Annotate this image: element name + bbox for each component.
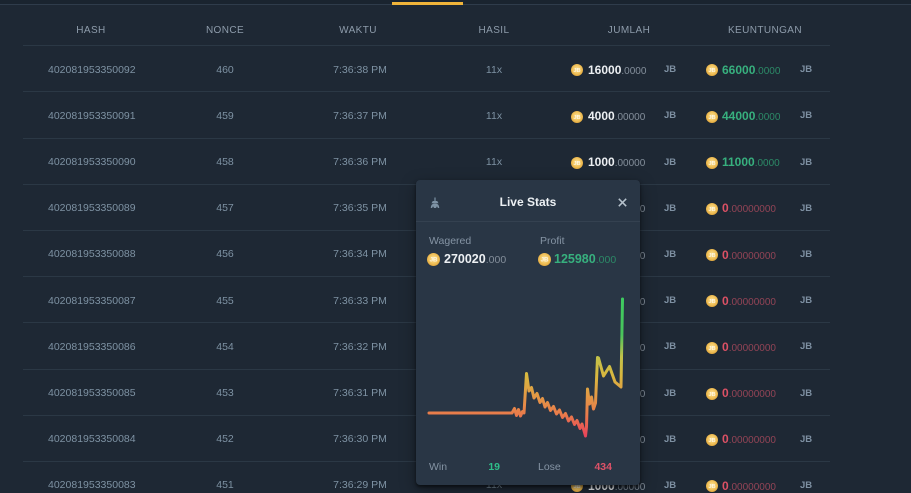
svg-text:JB: JB xyxy=(573,68,580,74)
svg-text:JB: JB xyxy=(708,484,715,490)
svg-text:JB: JB xyxy=(573,115,580,121)
svg-text:JB: JB xyxy=(573,484,580,490)
svg-text:JB: JB xyxy=(708,161,715,167)
svg-text:JB: JB xyxy=(429,257,437,264)
svg-text:JB: JB xyxy=(708,346,715,352)
svg-text:JB: JB xyxy=(708,299,715,305)
svg-text:JB: JB xyxy=(708,392,715,398)
svg-text:JB: JB xyxy=(573,161,580,167)
svg-text:JB: JB xyxy=(708,68,715,74)
svg-text:JB: JB xyxy=(708,207,715,213)
svg-text:JB: JB xyxy=(708,115,715,121)
svg-text:JB: JB xyxy=(708,438,715,444)
svg-text:JB: JB xyxy=(708,253,715,259)
svg-text:JB: JB xyxy=(540,257,548,264)
